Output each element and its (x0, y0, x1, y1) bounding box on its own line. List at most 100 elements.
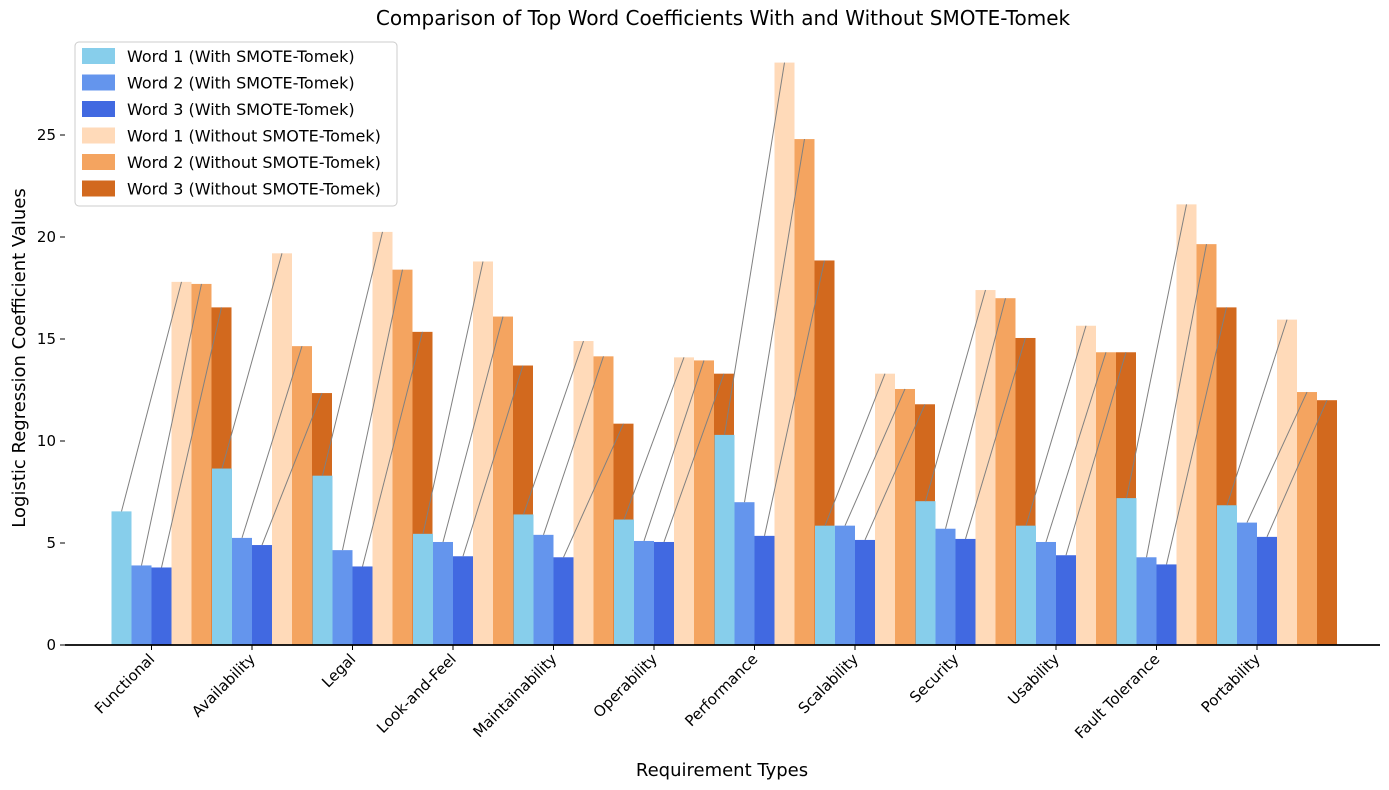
bar-2-fault-tolerance (1136, 557, 1157, 645)
bar-3-maintainability (553, 557, 574, 645)
connector-line (945, 298, 1006, 529)
connector-line (643, 360, 705, 542)
bar-5-fault-tolerance (1196, 244, 1217, 645)
connector-line (261, 392, 323, 546)
connector-line (1025, 325, 1087, 526)
y-tick-label: 25 (37, 126, 56, 144)
bar-5-look-and-feel (493, 316, 513, 645)
bar-2-usability (1036, 541, 1056, 645)
connector-line (322, 231, 383, 476)
connector-lines-group (121, 62, 1328, 568)
connector-line (1065, 352, 1127, 556)
bar-4-availability (272, 253, 292, 645)
bar-1-availability (212, 468, 232, 645)
legend-swatch (82, 74, 115, 91)
connector-line (724, 62, 785, 435)
bar-5-scalability (895, 388, 915, 645)
bar-2-look-and-feel (433, 541, 453, 645)
connector-line (563, 423, 624, 558)
connector-line (1126, 204, 1187, 499)
legend-entry-label: Word 2 (Without SMOTE-Tomek) (127, 153, 381, 172)
bar-2-operability (634, 540, 654, 645)
y-axis-label: Logistic Regression Coefficient Values (9, 188, 30, 527)
legend-swatch (82, 154, 115, 170)
connector-line (342, 269, 403, 551)
bar-4-operability (674, 357, 694, 645)
bar-4-security (975, 290, 996, 645)
legend-entry-label: Word 3 (Without SMOTE-Tomek) (127, 180, 381, 199)
legend-entry-label: Word 2 (With SMOTE-Tomek) (127, 74, 355, 93)
y-tick-label: 15 (37, 330, 56, 348)
bar-4-scalability (875, 373, 895, 645)
connector-line (161, 307, 222, 568)
bar-1-scalability (815, 525, 835, 645)
bar-5-performance (794, 139, 815, 645)
bar-2-scalability (835, 525, 855, 645)
bar-1-usability (1016, 525, 1036, 645)
connector-line (925, 289, 986, 502)
connector-line (121, 281, 182, 512)
bar-4-functional (171, 281, 192, 645)
connector-line (844, 388, 906, 526)
bar-3-look-and-feel (453, 556, 473, 645)
connector-line (1146, 244, 1207, 558)
y-tick-label: 20 (37, 228, 56, 246)
bar-5-functional (191, 283, 212, 645)
y-axis-ticks: 0 5 10 15 20 25 (37, 126, 65, 654)
connector-line (362, 331, 423, 567)
bar-2-maintainability (533, 534, 554, 645)
bar-6-portability (1317, 400, 1337, 645)
bar-3-legal (352, 566, 373, 645)
legend-entry-label: Word 1 (Without SMOTE-Tomek) (127, 127, 381, 146)
bar-3-scalability (855, 539, 875, 645)
bar-3-operability (654, 541, 674, 645)
bar-4-look-and-feel (473, 261, 493, 645)
connector-line (764, 260, 825, 536)
bars-group (111, 62, 1337, 646)
legend-box (74, 41, 398, 207)
legend-swatch (82, 127, 115, 144)
legend-items: Word 1 (With SMOTE-Tomek) Word 2 (With SM… (82, 47, 381, 199)
legend: Word 1 (With SMOTE-Tomek) Word 2 (With SM… (74, 41, 398, 207)
bar-5-security (995, 298, 1016, 645)
connector-line (623, 357, 685, 520)
connector-line (1045, 352, 1107, 543)
bar-5-maintainability (593, 356, 614, 645)
chart-title: Comparison of Top Word Coefficients With… (376, 6, 1071, 30)
bar-3-availability (252, 545, 272, 645)
bar-1-fault-tolerance (1116, 498, 1137, 645)
y-tick-label: 10 (37, 432, 56, 450)
legend-entry-label: Word 3 (With SMOTE-Tomek) (127, 100, 355, 119)
bar-3-performance (754, 535, 775, 645)
connector-line (543, 356, 604, 535)
bar-4-usability (1076, 325, 1096, 645)
x-axis-label: Requirement Types (636, 760, 808, 781)
bar-2-security (935, 528, 956, 645)
y-tick-label: 5 (46, 534, 56, 552)
connector-line (1166, 307, 1227, 565)
connector-line (864, 404, 926, 541)
bar-3-security (955, 538, 976, 645)
bar-4-fault-tolerance (1176, 204, 1197, 646)
bar-3-functional (151, 567, 172, 645)
bar-1-operability (614, 519, 634, 645)
legend-swatch (82, 101, 115, 117)
bar-1-functional (111, 511, 132, 645)
connector-line (965, 337, 1026, 540)
bar-3-usability (1056, 555, 1076, 645)
legend-entry-label: Word 1 (With SMOTE-Tomek) (127, 47, 355, 66)
connector-line (442, 316, 504, 543)
bar-2-functional (131, 565, 152, 645)
legend-swatch (82, 180, 115, 197)
connector-line (744, 138, 805, 503)
bar-5-operability (694, 360, 714, 645)
bar-4-portability (1277, 319, 1297, 645)
connector-line (221, 253, 283, 469)
bar-2-portability (1237, 522, 1257, 645)
bar-3-fault-tolerance (1156, 564, 1177, 645)
bar-5-portability (1297, 392, 1317, 645)
bar-1-maintainability (513, 514, 534, 645)
connector-line (824, 373, 886, 526)
bar-1-look-and-feel (413, 533, 433, 645)
